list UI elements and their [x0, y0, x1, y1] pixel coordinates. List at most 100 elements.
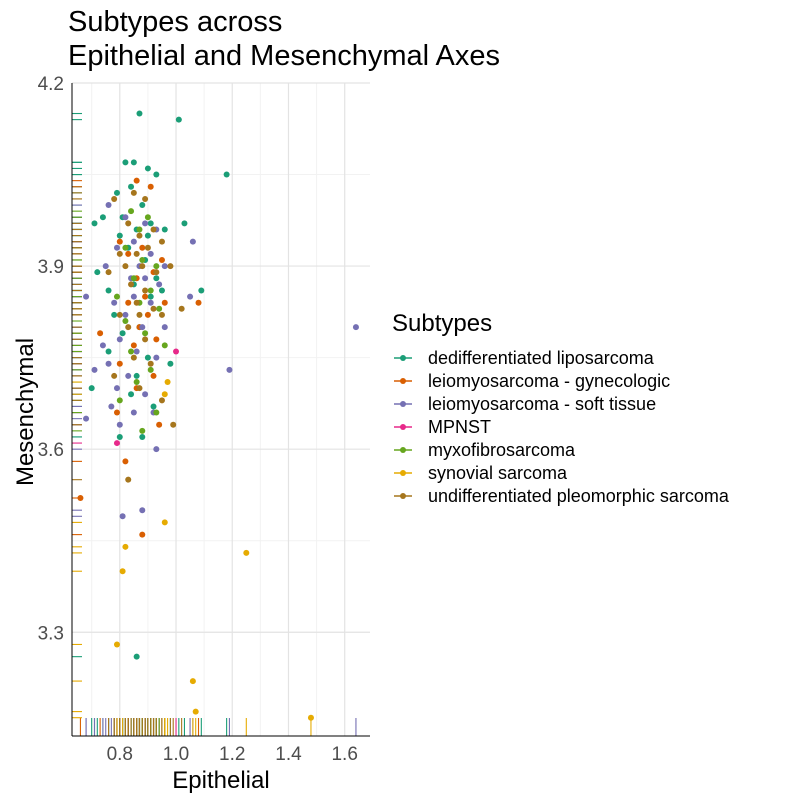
data-point — [128, 391, 135, 398]
data-point — [136, 226, 143, 233]
data-point — [153, 446, 160, 453]
data-point — [128, 281, 135, 288]
data-point — [130, 354, 137, 361]
data-point — [139, 256, 146, 263]
data-point — [142, 220, 149, 227]
data-point — [307, 714, 314, 721]
data-point — [144, 214, 151, 221]
data-point — [161, 519, 168, 526]
data-point — [116, 311, 123, 318]
x-tick-label: 1.6 — [331, 744, 357, 765]
data-point — [147, 360, 154, 367]
data-point — [147, 220, 154, 227]
data-point — [147, 183, 154, 190]
data-point — [150, 372, 157, 379]
data-point — [139, 202, 146, 209]
data-point — [156, 281, 163, 288]
data-point — [153, 263, 160, 270]
data-point — [130, 189, 137, 196]
data-points — [77, 110, 359, 721]
data-point — [128, 183, 135, 190]
legend-label: leiomyosarcoma - soft tissue — [428, 394, 656, 414]
y-tick-label: 3.9 — [38, 257, 64, 278]
data-point — [161, 299, 168, 306]
data-point — [113, 409, 120, 416]
y-tick-label: 3.3 — [38, 623, 64, 644]
data-point — [125, 372, 132, 379]
data-point — [198, 287, 205, 294]
data-point — [136, 110, 143, 117]
data-point — [122, 263, 129, 270]
data-point — [130, 342, 137, 349]
data-point — [122, 543, 129, 550]
data-point — [167, 263, 174, 270]
data-point — [156, 421, 163, 428]
data-point — [99, 214, 106, 221]
data-point — [133, 653, 140, 660]
data-point — [111, 299, 118, 306]
data-point — [105, 202, 112, 209]
data-point — [116, 397, 123, 404]
data-point — [142, 287, 149, 294]
data-point — [116, 238, 123, 245]
data-point — [128, 208, 135, 215]
data-point — [113, 440, 120, 447]
data-point — [133, 379, 140, 386]
data-point — [111, 195, 118, 202]
legend-key-point — [400, 493, 406, 499]
data-point — [130, 275, 137, 282]
data-point — [105, 287, 112, 294]
data-point — [147, 366, 154, 373]
data-point — [116, 360, 123, 367]
data-point — [130, 238, 137, 245]
data-point — [142, 391, 149, 398]
data-point — [173, 348, 180, 355]
data-point — [178, 305, 185, 312]
data-point — [99, 342, 106, 349]
data-point — [105, 360, 112, 367]
data-point — [116, 433, 123, 440]
data-point — [164, 379, 171, 386]
x-ticks: 0.8 1.0 1.2 1.4 1.6 — [107, 744, 358, 765]
data-point — [153, 409, 160, 416]
data-point — [128, 348, 135, 355]
data-point — [150, 305, 157, 312]
data-point — [187, 293, 194, 300]
data-point — [119, 513, 126, 520]
data-point — [133, 299, 140, 306]
data-point — [189, 238, 196, 245]
data-point — [122, 159, 129, 166]
data-point — [175, 116, 182, 123]
data-point — [130, 409, 137, 416]
data-point — [139, 531, 146, 538]
legend-key-point — [400, 378, 406, 384]
x-tick-label: 1.0 — [163, 744, 189, 765]
data-point — [119, 568, 126, 575]
legend-title: Subtypes — [392, 310, 492, 337]
data-point — [122, 318, 129, 325]
data-point — [94, 269, 101, 276]
data-point — [125, 220, 132, 227]
data-point — [77, 494, 84, 501]
data-point — [144, 165, 151, 172]
legend-key-point — [400, 355, 406, 361]
data-point — [116, 232, 123, 239]
data-point — [161, 324, 168, 331]
x-tick-label: 1.4 — [275, 744, 302, 765]
chart-title-line-2: Epithelial and Mesenchymal Axes — [68, 40, 500, 72]
data-point — [161, 342, 168, 349]
data-point — [158, 397, 165, 404]
y-tick-label: 4.2 — [38, 74, 64, 95]
data-point — [105, 348, 112, 355]
data-point — [147, 299, 154, 306]
y-tick-label: 3.6 — [38, 440, 64, 461]
data-point — [116, 250, 123, 257]
data-point — [142, 330, 149, 337]
data-point — [142, 336, 149, 343]
data-point — [189, 678, 196, 685]
data-point — [158, 256, 165, 263]
data-point — [147, 250, 154, 257]
data-point — [136, 385, 143, 392]
data-point — [153, 171, 160, 178]
